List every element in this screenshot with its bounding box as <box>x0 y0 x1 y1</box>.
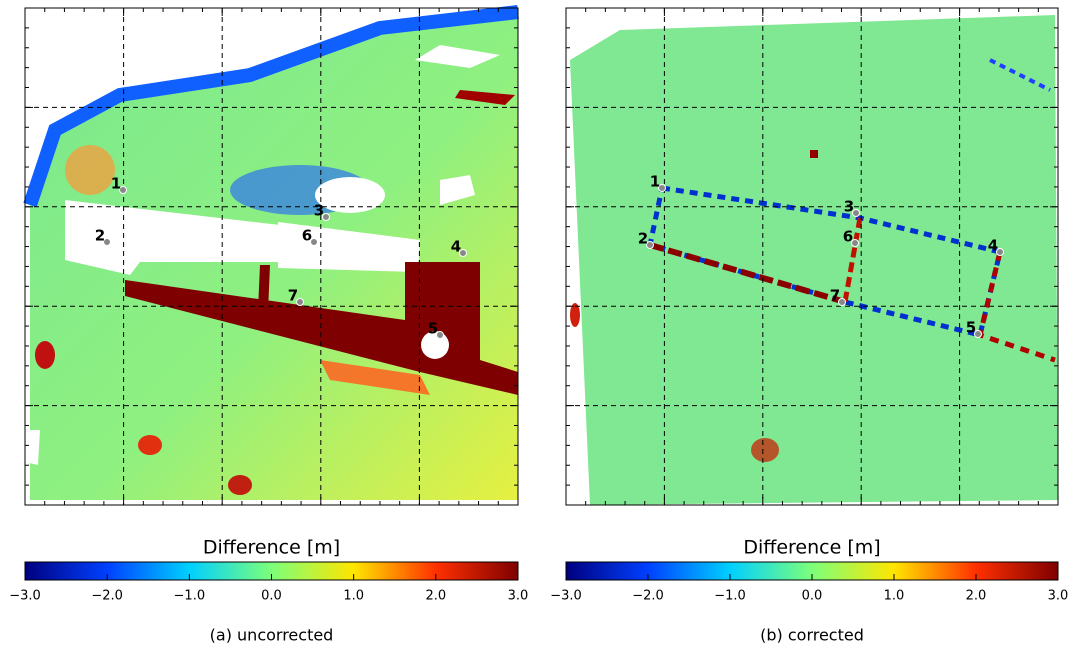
point-marker <box>103 238 111 246</box>
colorbar-tick-label: −1.0 <box>174 589 206 604</box>
frames <box>24 7 1059 506</box>
point-label: 7 <box>288 287 298 305</box>
point-label: 1 <box>650 173 660 191</box>
point-label: 2 <box>638 230 648 248</box>
point-marker <box>436 331 444 339</box>
point-marker <box>838 298 846 306</box>
point-marker <box>119 186 127 194</box>
colorbar-tick-label: −3.0 <box>9 589 41 604</box>
point-label: 4 <box>451 238 461 256</box>
point-marker <box>322 213 330 221</box>
point-label: 3 <box>314 202 324 220</box>
colorbar-tick-label: 1.0 <box>884 589 905 604</box>
point-marker <box>310 238 318 246</box>
caption: (a) uncorrected <box>210 626 334 645</box>
colorbar-tick-label: 2.0 <box>966 589 987 604</box>
point-label: 3 <box>844 198 854 216</box>
point-marker <box>851 239 859 247</box>
point-marker <box>852 209 860 217</box>
point-label: 6 <box>302 227 312 245</box>
point-marker <box>296 298 304 306</box>
point-marker <box>459 249 467 257</box>
map-corrected <box>570 15 1058 505</box>
colorbar-label: Difference [m] <box>743 537 880 559</box>
colorbar-tick-label: −2.0 <box>91 589 123 604</box>
point-marker <box>646 241 654 249</box>
colorbar-tick-label: 2.0 <box>425 589 446 604</box>
point-label: 1 <box>111 175 121 193</box>
colorbar-tick-label: 0.0 <box>802 589 823 604</box>
point-label: 5 <box>966 319 976 337</box>
point-label: 7 <box>830 287 840 305</box>
point-label: 6 <box>843 228 853 246</box>
point-marker <box>974 330 982 338</box>
colorbar-tick-label: −2.0 <box>632 589 664 604</box>
caption: (b) corrected <box>760 626 864 645</box>
point-label: 5 <box>428 320 438 338</box>
colorbar-label: Difference [m] <box>203 537 340 559</box>
map-uncorrected <box>23 5 519 500</box>
colorbar-tick-label: −1.0 <box>714 589 746 604</box>
point-label: 4 <box>988 237 998 255</box>
colorbar-tick-label: −3.0 <box>550 589 582 604</box>
colorbar-tick-label: 3.0 <box>1048 589 1069 604</box>
point-label: 2 <box>95 227 105 245</box>
point-marker <box>996 248 1004 256</box>
colorbar-tick-label: 3.0 <box>508 589 529 604</box>
point-marker <box>658 184 666 192</box>
colorbar-tick-label: 0.0 <box>261 589 282 604</box>
colorbar-tick-label: 1.0 <box>343 589 364 604</box>
